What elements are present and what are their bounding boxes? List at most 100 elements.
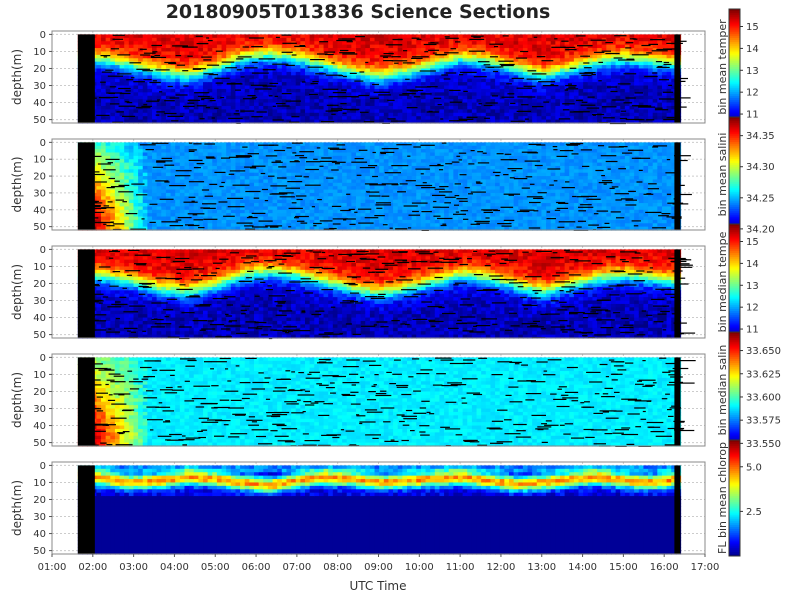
heatmap-cell: [624, 105, 631, 110]
heatmap-cell: [189, 61, 195, 66]
heatmap-cell: [559, 54, 566, 59]
heatmap-cell: [305, 99, 311, 104]
heatmap-cell: [634, 112, 640, 117]
no-data-streak: [489, 56, 498, 58]
heatmap-cell: [657, 92, 663, 97]
heatmap-cell: [481, 85, 487, 90]
heatmap-cell: [467, 102, 473, 107]
heatmap-cell: [569, 119, 575, 124]
no-data-streak: [146, 100, 160, 102]
heatmap-cell: [499, 44, 505, 49]
heatmap-cell: [564, 85, 570, 90]
heatmap-cell: [555, 71, 561, 76]
heatmap-cell: [495, 82, 501, 87]
no-data-streak: [275, 103, 286, 105]
heatmap-cell: [249, 48, 255, 53]
heatmap-cell: [189, 109, 195, 114]
heatmap-cell: [425, 95, 431, 100]
heatmap-cell: [559, 82, 566, 87]
no-data-streak: [473, 36, 481, 38]
heatmap-cell: [323, 95, 329, 100]
heatmap-cell: [152, 37, 158, 42]
heatmap-cell: [175, 51, 181, 56]
heatmap-cell: [402, 78, 408, 83]
heatmap-cell: [499, 78, 505, 83]
no-data-streak: [654, 107, 663, 109]
heatmap-cell: [277, 48, 283, 53]
no-data-streak: [663, 119, 676, 121]
no-data-streak: [562, 103, 575, 105]
heatmap-cell: [230, 61, 237, 66]
heatmap-cell: [597, 48, 603, 53]
heatmap-cell: [300, 105, 306, 110]
heatmap-cell: [490, 75, 496, 80]
heatmap-cell: [559, 58, 566, 63]
no-data-streak: [521, 104, 529, 106]
heatmap-cell: [453, 85, 459, 90]
heatmap-cell: [267, 58, 274, 63]
no-data-streak: [412, 56, 429, 58]
heatmap-cell: [207, 68, 213, 73]
heatmap-cell: [272, 71, 278, 76]
heatmap-cell: [504, 109, 510, 114]
heatmap-cell: [198, 112, 204, 117]
heatmap-cell: [365, 41, 371, 46]
heatmap-cell: [165, 119, 172, 124]
heatmap-cell: [504, 71, 510, 76]
heatmap-cell: [615, 34, 621, 39]
heatmap-cell: [504, 85, 510, 90]
heatmap-cell: [133, 34, 139, 39]
heatmap-cell: [110, 51, 116, 56]
no-data-streak: [150, 55, 155, 57]
heatmap-cell: [110, 58, 116, 63]
heatmap-cell: [263, 92, 269, 97]
heatmap-cell: [272, 65, 278, 70]
heatmap-cell: [138, 65, 144, 70]
heatmap-cell: [230, 34, 237, 39]
heatmap-cell: [462, 54, 468, 59]
heatmap-cell: [277, 105, 283, 110]
heatmap-cell: [203, 61, 209, 66]
heatmap-cell: [453, 37, 459, 42]
heatmap-cell: [138, 68, 144, 73]
heatmap-cell: [198, 78, 204, 83]
heatmap-cell: [138, 41, 144, 46]
heatmap-cell: [101, 82, 107, 87]
heatmap-cell: [193, 99, 199, 104]
heatmap-cell: [226, 95, 232, 100]
heatmap-cell: [147, 85, 153, 90]
heatmap-cell: [610, 112, 617, 117]
heatmap-cell: [175, 34, 181, 39]
no-data-streak: [183, 85, 189, 87]
heatmap-cell: [212, 119, 218, 124]
heatmap-cell: [198, 71, 204, 76]
heatmap-cell: [300, 119, 306, 124]
no-data-streak: [100, 81, 106, 83]
no-data-streak: [269, 82, 279, 84]
heatmap-cell: [226, 71, 232, 76]
heatmap-cell: [295, 119, 301, 124]
heatmap-cell: [504, 58, 510, 63]
heatmap-cell: [267, 68, 274, 73]
heatmap-cell: [161, 119, 167, 124]
heatmap-cell: [629, 65, 635, 70]
heatmap-cell: [388, 54, 394, 59]
heatmap-cell: [226, 112, 232, 117]
heatmap-cell: [453, 75, 459, 80]
no-data-streak: [309, 93, 318, 96]
heatmap-cell: [249, 34, 255, 39]
heatmap-cell: [597, 116, 603, 121]
heatmap-cell: [430, 99, 436, 104]
heatmap-cell: [356, 116, 362, 121]
heatmap-cell: [138, 48, 144, 53]
heatmap-cell: [244, 68, 250, 73]
heatmap-cell: [323, 116, 329, 121]
no-data-right: [674, 34, 681, 123]
heatmap-cell: [346, 109, 352, 114]
heatmap-cell: [332, 51, 339, 56]
heatmap-cell: [402, 88, 408, 93]
heatmap-cell: [550, 99, 556, 104]
heatmap-cell: [430, 85, 436, 90]
heatmap-cell: [193, 54, 199, 59]
heatmap-cell: [300, 61, 306, 66]
